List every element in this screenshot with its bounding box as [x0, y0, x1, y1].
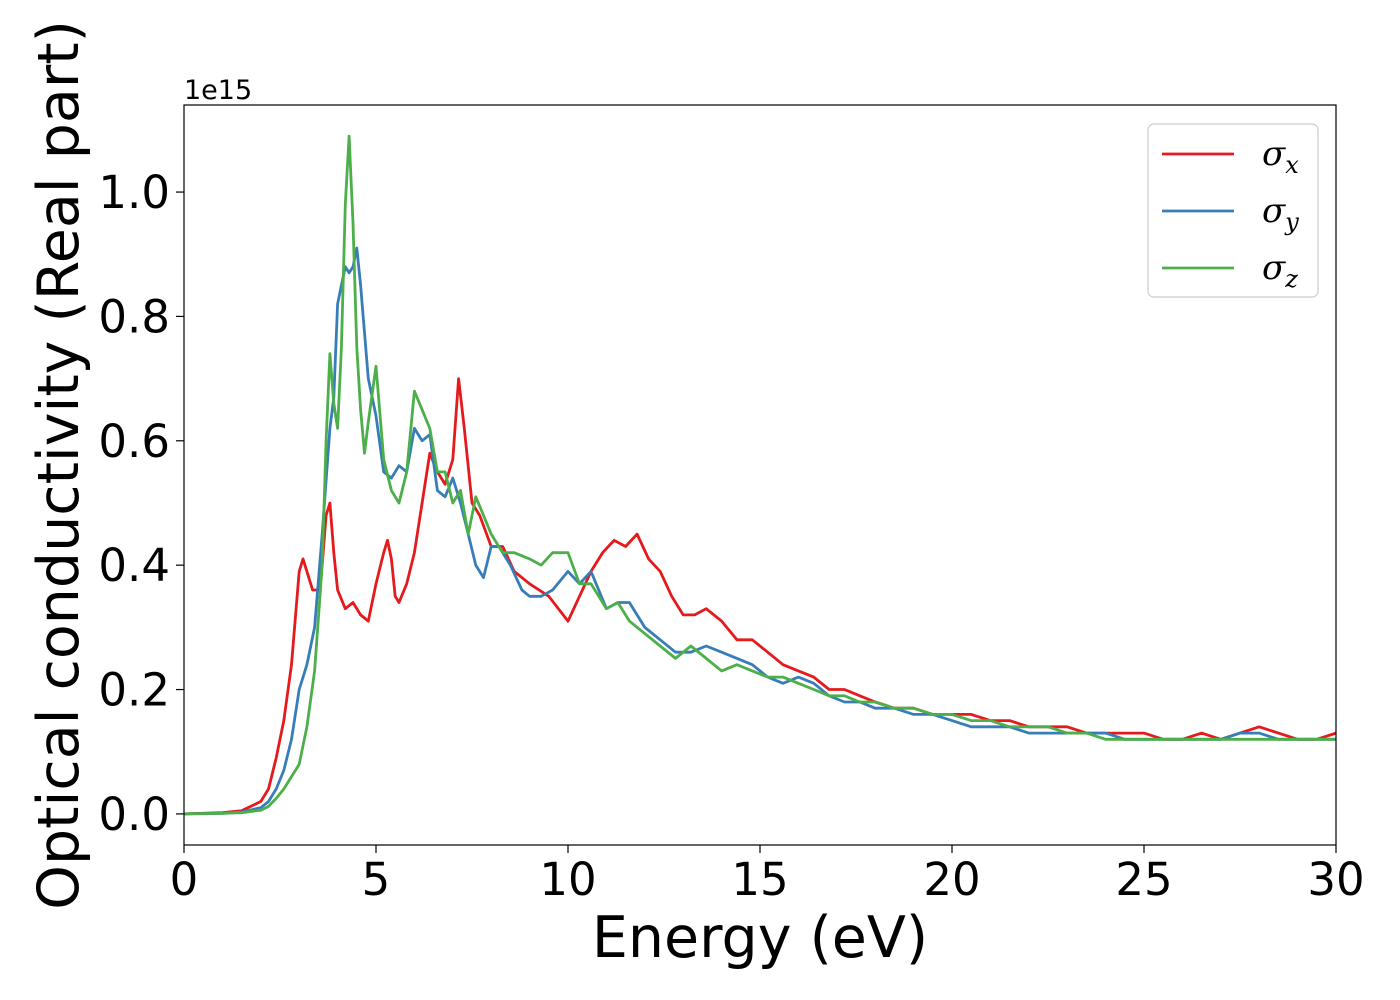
- y-axis-title: Optical conductivity (Real part): [26, 20, 92, 910]
- series-line-y: [184, 246, 1336, 816]
- x-tick-label: 30: [1307, 853, 1364, 906]
- legend-label-y: σy: [1262, 191, 1299, 236]
- x-tick-label: 0: [170, 853, 199, 906]
- series-line-z: [184, 134, 1336, 816]
- x-tick-label: 15: [731, 853, 788, 906]
- y-tick-label: 0.4: [98, 539, 170, 592]
- x-tick-label: 20: [923, 853, 980, 906]
- x-axis-title: Energy (eV): [592, 905, 928, 971]
- y-tick-label: 0.0: [98, 788, 170, 841]
- y-tick-label: 0.6: [98, 415, 170, 468]
- x-tick-label: 10: [539, 853, 596, 906]
- legend: σx σy σz: [1147, 123, 1319, 298]
- x-tick-label: 5: [362, 853, 391, 906]
- y-axis-ticks: 0.0 0.2 0.4 0.6 0.8 1.0: [98, 166, 184, 841]
- y-axis-offset-label: 1e15: [184, 75, 252, 106]
- y-tick-label: 0.2: [98, 664, 170, 717]
- legend-label-x: σx: [1262, 134, 1299, 179]
- x-tick-label: 25: [1115, 853, 1172, 906]
- y-tick-label: 0.8: [98, 290, 170, 343]
- y-tick-label: 1.0: [98, 166, 170, 219]
- legend-label-z: σz: [1262, 248, 1298, 293]
- x-axis-ticks: 0 5 10 15 20 25 30: [170, 845, 1365, 906]
- series-layer: [184, 134, 1336, 816]
